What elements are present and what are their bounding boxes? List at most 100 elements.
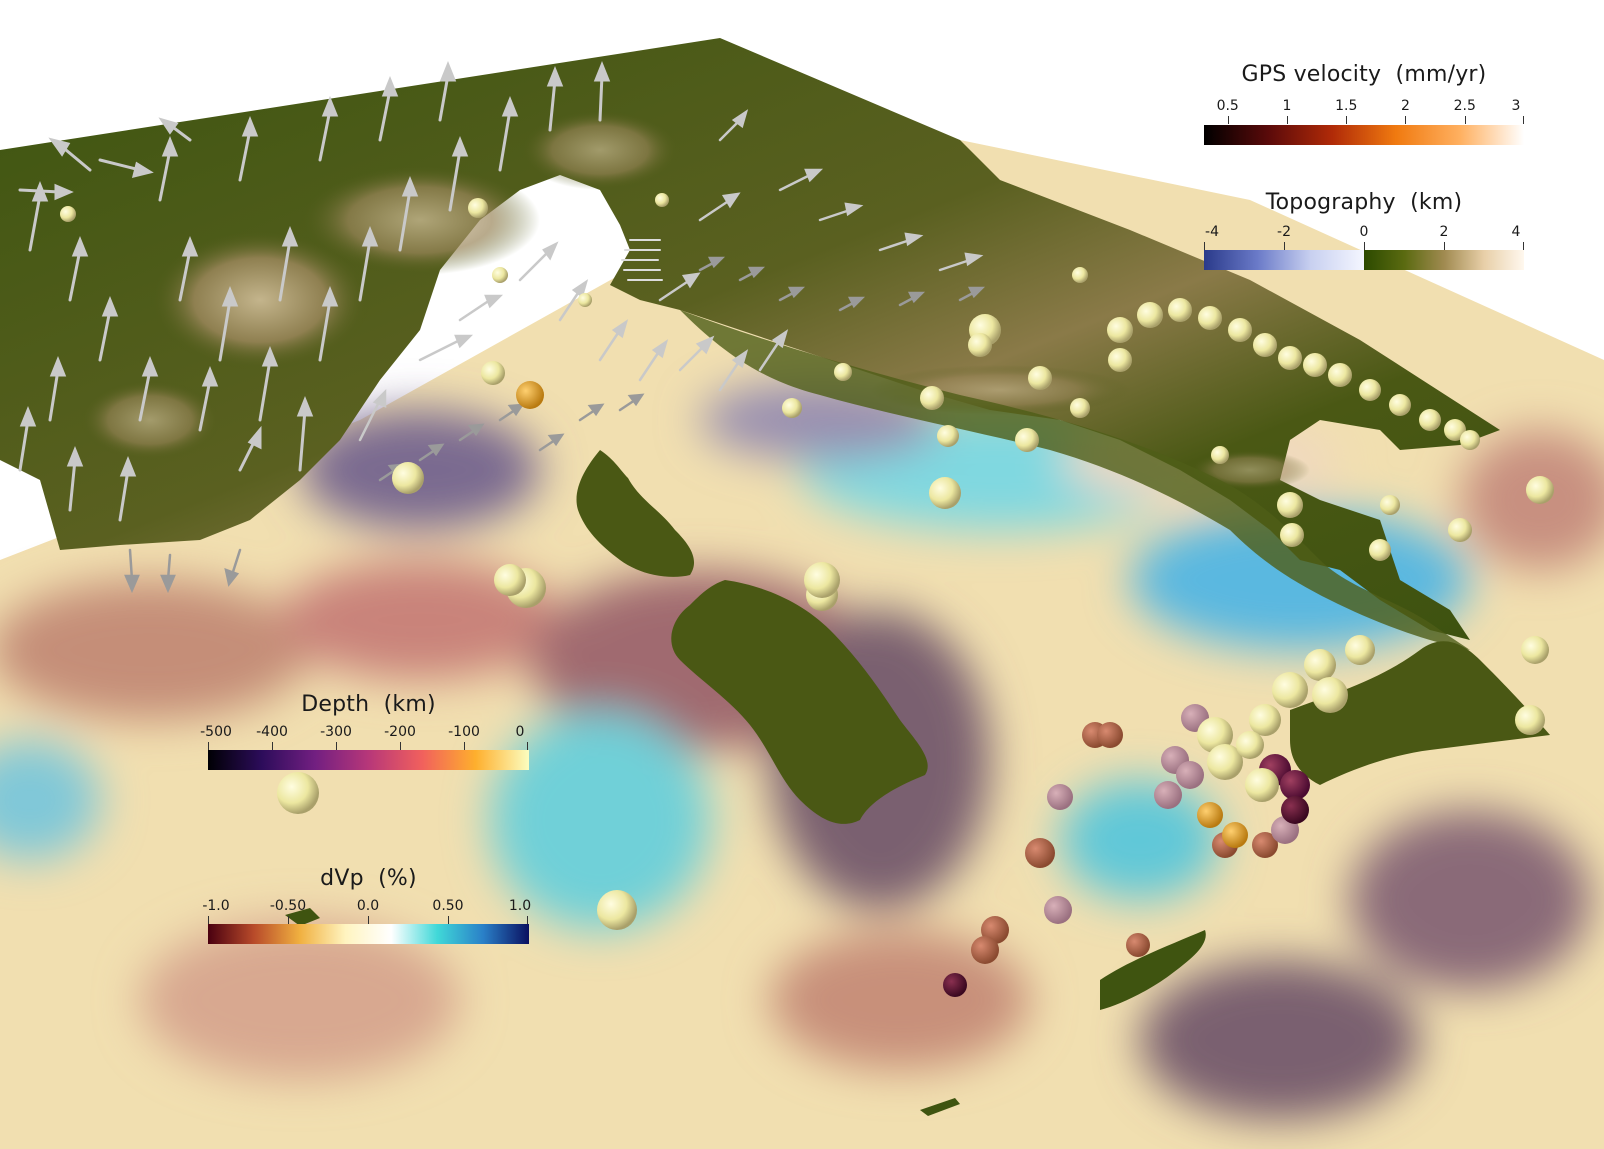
topography-colorbar <box>1204 250 1524 270</box>
tick-mark <box>1465 116 1466 124</box>
earthquake-sphere <box>494 564 526 596</box>
earthquake-sphere <box>1328 363 1352 387</box>
tick-mark <box>464 742 465 750</box>
earthquake-sphere <box>834 363 852 381</box>
earthquake-sphere <box>971 936 999 964</box>
earthquake-sphere <box>1137 302 1163 328</box>
depth-tick-label: 0 <box>516 724 525 740</box>
topography-legend-title: Topography (km) <box>1204 190 1524 215</box>
earthquake-sphere <box>937 425 959 447</box>
gps-tick-label: 2.5 <box>1454 98 1476 114</box>
tick-mark <box>1284 242 1285 250</box>
earthquake-sphere <box>1277 492 1303 518</box>
earthquake-sphere <box>1278 346 1302 370</box>
dvp-tick-label: 0.50 <box>432 898 463 914</box>
gps-velocity-tick-labels: 0.5 1 1.5 2 2.5 3 <box>1204 98 1524 114</box>
earthquake-sphere <box>1197 802 1223 828</box>
earthquake-sphere <box>1303 353 1327 377</box>
earthquake-sphere <box>1107 317 1133 343</box>
earthquake-sphere <box>481 361 505 385</box>
earthquake-sphere <box>1521 636 1549 664</box>
dvp-tick-label: -0.50 <box>270 898 306 914</box>
earthquake-sphere <box>60 206 76 222</box>
earthquake-sphere <box>1028 366 1052 390</box>
gps-velocity-legend-title: GPS velocity (mm/yr) <box>1204 62 1524 87</box>
earthquake-sphere <box>782 398 802 418</box>
tick-mark <box>1346 116 1347 124</box>
topography-tick-labels: -4 -2 0 2 4 <box>1204 224 1524 240</box>
earthquake-sphere <box>1228 318 1252 342</box>
depth-colorbar <box>208 750 529 770</box>
topo-tick-label: 2 <box>1440 224 1449 240</box>
topo-tick-label: 0 <box>1360 224 1369 240</box>
tick-mark <box>1204 242 1205 250</box>
depth-tick-label: -100 <box>448 724 480 740</box>
depth-tick-label: -400 <box>256 724 288 740</box>
earthquake-sphere <box>1198 306 1222 330</box>
tick-mark <box>208 916 209 924</box>
earthquake-sphere <box>1168 298 1192 322</box>
dvp-colorbar <box>208 924 529 944</box>
earthquake-sphere <box>1380 495 1400 515</box>
gps-tick-label: 1.5 <box>1335 98 1357 114</box>
dvp-tick-label: 1.0 <box>509 898 531 914</box>
earthquake-sphere <box>1272 672 1308 708</box>
earthquake-sphere <box>1304 649 1336 681</box>
earthquake-sphere <box>1176 761 1204 789</box>
earthquake-sphere <box>516 381 544 409</box>
earthquake-sphere <box>1108 348 1132 372</box>
earthquake-sphere <box>1025 838 1055 868</box>
earthquake-sphere <box>1369 539 1391 561</box>
earthquake-sphere <box>1072 267 1088 283</box>
tick-mark <box>527 916 528 924</box>
gps-velocity-legend: GPS velocity (mm/yr) 0.5 1 1.5 2 2.5 3 <box>1204 62 1524 150</box>
earthquake-sphere <box>492 267 508 283</box>
topography-legend: Topography (km) -4 -2 0 2 4 <box>1204 190 1524 274</box>
earthquake-sphere <box>655 193 669 207</box>
earthquake-sphere <box>1280 770 1310 800</box>
depth-legend: Depth (km) -500 -400 -300 -200 -100 0 <box>208 692 529 772</box>
earthquake-sphere <box>1211 446 1229 464</box>
tick-mark <box>1523 116 1524 124</box>
earthquake-sphere <box>1359 379 1381 401</box>
earthquake-sphere <box>1070 398 1090 418</box>
earthquake-sphere <box>392 462 424 494</box>
tick-mark <box>208 742 209 750</box>
tick-mark <box>527 742 528 750</box>
tick-mark <box>288 916 289 924</box>
earthquake-sphere <box>1245 768 1279 802</box>
gps-tick-label: 1 <box>1282 98 1291 114</box>
depth-tick-label: -300 <box>320 724 352 740</box>
tick-mark <box>336 742 337 750</box>
earthquake-sphere <box>929 477 961 509</box>
tick-mark <box>1364 242 1365 250</box>
earthquake-sphere <box>1460 430 1480 450</box>
earthquake-sphere <box>1448 518 1472 542</box>
earthquake-sphere <box>1154 781 1182 809</box>
earthquake-sphere <box>1312 677 1348 713</box>
gps-tick-label: 2 <box>1401 98 1410 114</box>
dvp-tick-label: 0.0 <box>357 898 379 914</box>
earthquake-sphere <box>1526 476 1554 504</box>
earthquake-sphere <box>1015 428 1039 452</box>
depth-tick-label: -200 <box>384 724 416 740</box>
earthquake-sphere <box>1253 333 1277 357</box>
earthquake-sphere <box>1345 635 1375 665</box>
earthquake-sphere <box>277 772 319 814</box>
earthquake-sphere <box>804 562 840 598</box>
depth-tick-label: -500 <box>200 724 232 740</box>
earthquake-sphere <box>1280 523 1304 547</box>
earthquake-sphere <box>1222 822 1248 848</box>
gps-tick-label: 3 <box>1512 98 1521 114</box>
tick-mark <box>448 916 449 924</box>
earthquake-sphere <box>1044 896 1072 924</box>
topo-tick-label: 4 <box>1512 224 1521 240</box>
tick-mark <box>400 742 401 750</box>
earthquake-sphere <box>578 293 592 307</box>
dvp-tick-label: -1.0 <box>202 898 229 914</box>
earthquake-sphere <box>1281 796 1309 824</box>
tick-mark <box>1523 242 1524 250</box>
earthquake-sphere <box>1389 394 1411 416</box>
topo-tick-label: -2 <box>1277 224 1291 240</box>
